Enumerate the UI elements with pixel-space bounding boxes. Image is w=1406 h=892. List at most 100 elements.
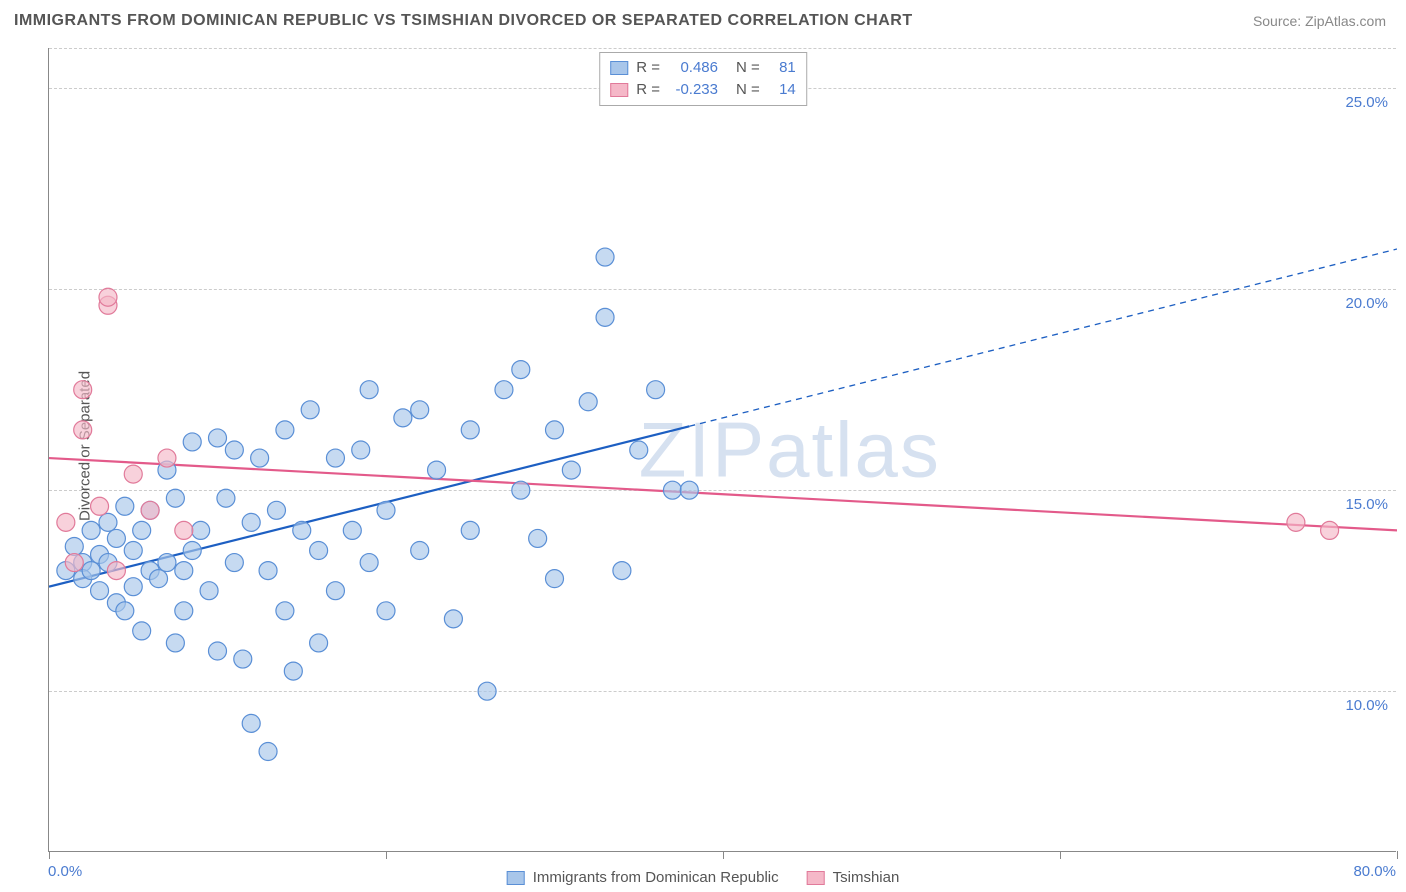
data-point [647,381,665,399]
legend-series-item: Tsimshian [807,869,900,886]
data-point [107,562,125,580]
legend-swatch [610,61,628,75]
legend-stats: R = 0.486 N = 81 R = -0.233 N = 14 [599,52,807,106]
data-point [158,449,176,467]
data-point [74,421,92,439]
data-point [310,634,328,652]
r-label: R = [636,79,660,101]
chart-title: IMMIGRANTS FROM DOMINICAN REPUBLIC VS TS… [14,12,913,30]
data-point [352,441,370,459]
data-point [74,381,92,399]
data-point [124,465,142,483]
chart-source: Source: ZipAtlas.com [1253,13,1386,29]
data-point [411,401,429,419]
data-point [259,562,277,580]
data-point [175,521,193,539]
data-point [276,421,294,439]
n-label: N = [736,57,760,79]
data-point [200,582,218,600]
data-point [512,361,530,379]
data-point [360,554,378,572]
data-point [310,542,328,560]
data-point [680,481,698,499]
data-point [394,409,412,427]
data-point [175,602,193,620]
legend-series-label: Immigrants from Dominican Republic [533,869,779,886]
data-point [209,642,227,660]
x-tick [1397,851,1398,859]
data-point [91,497,109,515]
data-point [192,521,210,539]
plot-box: ZIPatlas 10.0%15.0%20.0%25.0% [48,48,1396,852]
legend-series-item: Immigrants from Dominican Republic [507,869,779,886]
data-point [158,554,176,572]
data-point [596,308,614,326]
data-point [461,521,479,539]
data-point [251,449,269,467]
data-point [495,381,513,399]
data-point [1287,513,1305,531]
data-point [326,449,344,467]
data-point [301,401,319,419]
data-point [99,288,117,306]
data-point [461,421,479,439]
data-point [242,714,260,732]
data-point [579,393,597,411]
r-value: 0.486 [668,57,718,79]
data-point [91,582,109,600]
legend-series: Immigrants from Dominican Republic Tsimsh… [507,869,900,886]
data-point [166,489,184,507]
data-point [630,441,648,459]
r-value: -0.233 [668,79,718,101]
data-point [377,501,395,519]
data-point [242,513,260,531]
r-label: R = [636,57,660,79]
data-point [65,537,83,555]
data-point [133,521,151,539]
data-point [99,513,117,531]
data-point [225,554,243,572]
n-label: N = [736,79,760,101]
legend-stats-row: R = -0.233 N = 14 [610,79,796,101]
legend-swatch [610,83,628,97]
n-value: 14 [768,79,796,101]
data-point [166,634,184,652]
x-tick [723,851,724,859]
data-point [284,662,302,680]
data-point [124,542,142,560]
data-point [234,650,252,668]
data-point [259,743,277,761]
data-point [267,501,285,519]
data-point [562,461,580,479]
data-point [150,570,168,588]
data-point [209,429,227,447]
data-point [343,521,361,539]
x-tick [1060,851,1061,859]
data-point [512,481,530,499]
data-point [596,248,614,266]
legend-swatch [807,871,825,885]
chart-area: ZIPatlas 10.0%15.0%20.0%25.0% [48,48,1396,852]
chart-header: IMMIGRANTS FROM DOMINICAN REPUBLIC VS TS… [0,0,1406,42]
data-point [546,570,564,588]
data-point [183,542,201,560]
x-axis-max-label: 80.0% [1353,863,1396,880]
data-point [444,610,462,628]
data-point [546,421,564,439]
data-point [133,622,151,640]
data-point [175,562,193,580]
data-point [1321,521,1339,539]
data-point [217,489,235,507]
data-point [116,602,134,620]
x-tick [386,851,387,859]
n-value: 81 [768,57,796,79]
data-point [65,554,83,572]
data-point [613,562,631,580]
data-point [377,602,395,620]
x-tick [49,851,50,859]
data-point [663,481,681,499]
data-point [411,542,429,560]
data-point [107,529,125,547]
data-point [183,433,201,451]
data-point [360,381,378,399]
